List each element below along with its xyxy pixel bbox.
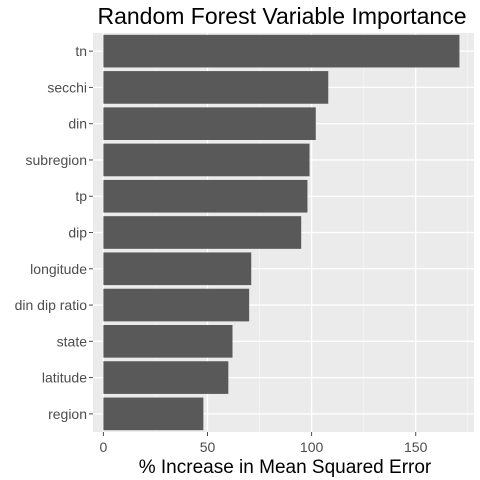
y-tick-label: din [68,116,87,132]
y-tick-label: din dip ratio [15,297,88,313]
bar-din-dip-ratio [103,288,250,322]
x-tick-label: 100 [300,439,324,455]
bar-tn [103,34,460,68]
x-axis-title: % Increase in Mean Squared Error [139,457,432,478]
x-axis: 0 50 100 150 [100,432,428,455]
y-tick-label: secchi [47,79,87,95]
y-tick-label: region [48,406,87,422]
chart-title: Random Forest Variable Importance [97,3,466,29]
y-tick-label: longitude [30,261,87,277]
bar-region [103,397,204,431]
x-tick-label: 0 [100,439,108,455]
bar-tp [103,179,308,213]
bar-din [103,107,316,141]
y-tick-label: latitude [42,370,87,386]
bar-longitude [103,252,252,286]
bar-state [103,324,233,358]
bar-subregion [103,143,310,177]
y-tick-label: dip [68,225,87,241]
x-tick-label: 50 [200,439,216,455]
bar-latitude [103,361,229,394]
bar-dip [103,216,302,249]
y-tick-label: state [57,333,88,349]
bar-secchi [103,71,329,104]
y-tick-label: tn [75,43,87,59]
y-tick-label: tp [75,188,87,204]
y-axis: tn secchi din subregion tp dip longitude din di… [15,43,93,422]
y-tick-label: subregion [26,152,88,168]
bars [103,34,460,431]
x-tick-label: 150 [404,439,428,455]
